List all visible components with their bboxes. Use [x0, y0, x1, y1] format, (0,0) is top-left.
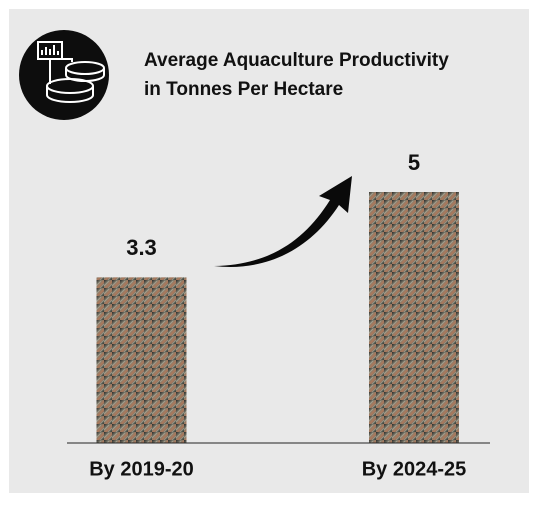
trend-arrow [214, 176, 352, 267]
bar [96, 277, 187, 443]
x-tick-label: By 2024-25 [362, 458, 467, 480]
value-label: 3.3 [126, 235, 157, 260]
bar [369, 192, 459, 443]
chart-title: Average Aquaculture Productivity [144, 50, 449, 71]
x-tick-label: By 2019-20 [89, 458, 194, 480]
icon [19, 30, 109, 120]
chart-subtitle: in Tonnes Per Hectare [144, 79, 343, 100]
value-label: 5 [408, 150, 420, 175]
